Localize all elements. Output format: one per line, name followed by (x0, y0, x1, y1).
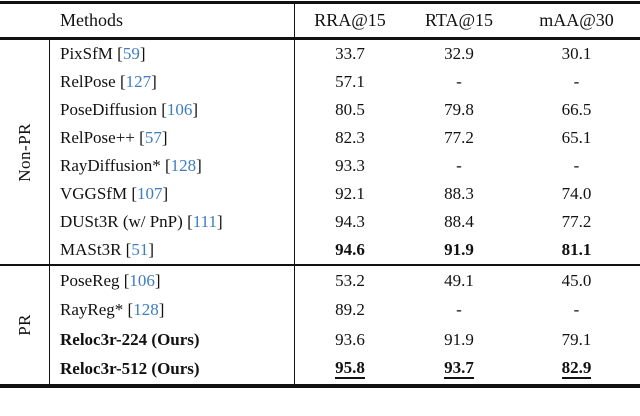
metric-value: 30.1 (561, 44, 592, 63)
metric-value: - (573, 72, 580, 91)
metric-value: 82.9 (561, 358, 592, 380)
citation-link[interactable]: 107 (136, 184, 163, 203)
table-top-rule (0, 1, 640, 4)
citation-link[interactable]: 106 (129, 270, 155, 290)
method-name: PoseDiffusion [106] (50, 96, 295, 124)
metric-value: 77.2 (561, 212, 592, 231)
metric-value: 92.1 (335, 184, 365, 203)
method-name: PoseReg [106] (50, 266, 295, 296)
results-table: Methods RRA@15 RTA@15 mAA@30 Non-PR PixS… (0, 1, 640, 388)
metric-value: 93.7 (444, 358, 474, 380)
table-row: PoseDiffusion [106] 80.5 79.8 66.5 (50, 96, 640, 124)
group-label-pr: PR (14, 314, 34, 336)
metric-value: 93.6 (335, 329, 365, 349)
table-bottom-rule (0, 384, 640, 388)
metric-value: 80.5 (335, 100, 365, 119)
metric-value: 89.2 (335, 300, 365, 320)
metric-value: 94.6 (335, 240, 365, 259)
metric-value: 88.3 (444, 184, 474, 203)
metric-value: 91.9 (444, 329, 474, 349)
method-name: RayDiffusion* [128] (50, 152, 295, 180)
metric-value: 91.9 (444, 240, 474, 259)
table-header-row: Methods RRA@15 RTA@15 mAA@30 (0, 4, 640, 37)
methods-column-header: Methods (50, 4, 295, 37)
table-row: Reloc3r-512 (Ours) 95.8 93.7 82.9 (50, 354, 640, 384)
metric-value: 95.8 (335, 358, 365, 380)
column-header-rra15: RRA@15 (314, 10, 386, 30)
citation-link[interactable]: 127 (125, 72, 152, 91)
metric-value: 77.2 (444, 128, 474, 147)
table-row: VGGSfM [107] 92.1 88.3 74.0 (50, 180, 640, 208)
metric-value: 32.9 (444, 44, 474, 63)
citation-link[interactable]: 51 (131, 240, 149, 259)
method-name: MASt3R [51] (50, 236, 295, 264)
method-name: RayReg* [128] (50, 295, 295, 325)
metric-value: 82.3 (335, 128, 365, 147)
method-name: RelPose [127] (50, 68, 295, 96)
method-name: VGGSfM [107] (50, 180, 295, 208)
group-label-cell: Non-PR (0, 40, 50, 264)
method-name: DUSt3R (w/ PnP) [111] (50, 208, 295, 236)
method-name: Reloc3r-512 (Ours) (50, 354, 295, 384)
metric-value: 93.3 (335, 156, 365, 175)
table-row: MASt3R [51] 94.6 91.9 81.1 (50, 236, 640, 264)
table-row: PoseReg [106] 53.2 49.1 45.0 (50, 266, 640, 296)
pr-rows: PoseReg [106] 53.2 49.1 45.0 RayReg* [128] 89… (50, 266, 640, 384)
table-row: RelPose++ [57] 82.3 77.2 65.1 (50, 124, 640, 152)
table-row: RayReg* [128] 89.2 - - (50, 295, 640, 325)
metric-value: 65.1 (561, 128, 592, 147)
column-header-maa30: mAA@30 (539, 10, 614, 30)
metric-value: 74.0 (561, 184, 592, 203)
table-row: DUSt3R (w/ PnP) [111] 94.3 88.4 77.2 (50, 208, 640, 236)
metric-value: 88.4 (444, 212, 474, 231)
citation-link[interactable]: 57 (144, 128, 162, 147)
section-separator-rule (0, 264, 640, 266)
header-separator-rule (0, 37, 640, 40)
metric-value: - (573, 156, 580, 175)
metric-value: - (456, 72, 462, 91)
metric-value: 45.0 (561, 270, 592, 290)
group-label-non-pr: Non-PR (14, 122, 34, 182)
group-label-cell: PR (0, 266, 50, 384)
table-row: RayDiffusion* [128] 93.3 - - (50, 152, 640, 180)
metric-value: 49.1 (444, 270, 474, 290)
metric-value: 79.8 (444, 100, 474, 119)
column-header-rta15: RTA@15 (424, 10, 494, 30)
metric-value: - (456, 300, 462, 320)
metric-value: 94.3 (335, 212, 365, 231)
metric-value: 81.1 (561, 240, 592, 259)
method-name: PixSfM [59] (50, 40, 295, 68)
citation-link[interactable]: 128 (133, 300, 159, 320)
citation-link[interactable]: 128 (170, 156, 197, 175)
section-pr: PR PoseReg [106] 53.2 49.1 45.0 RayReg* [128… (0, 266, 640, 384)
citation-link[interactable]: 111 (192, 212, 217, 231)
table-row: PixSfM [59] 33.7 32.9 30.1 (50, 40, 640, 68)
metric-value: 79.1 (561, 329, 592, 349)
method-name: RelPose++ [57] (50, 124, 295, 152)
table-row: Reloc3r-224 (Ours) 93.6 91.9 79.1 (50, 325, 640, 355)
table-row: RelPose [127] 57.1 - - (50, 68, 640, 96)
citation-link[interactable]: 59 (122, 44, 140, 63)
citation-link[interactable]: 106 (166, 100, 193, 119)
metric-value: - (456, 156, 462, 175)
method-name: Reloc3r-224 (Ours) (50, 325, 295, 355)
metric-value: - (573, 300, 580, 320)
non-pr-rows: PixSfM [59] 33.7 32.9 30.1 RelPose [127] 57.1… (50, 40, 640, 264)
metric-value: 57.1 (335, 72, 365, 91)
metric-value: 66.5 (561, 100, 592, 119)
metric-value: 53.2 (335, 270, 365, 290)
metric-value: 33.7 (335, 44, 365, 63)
section-non-pr: Non-PR PixSfM [59] 33.7 32.9 30.1 RelPose [1… (0, 40, 640, 264)
